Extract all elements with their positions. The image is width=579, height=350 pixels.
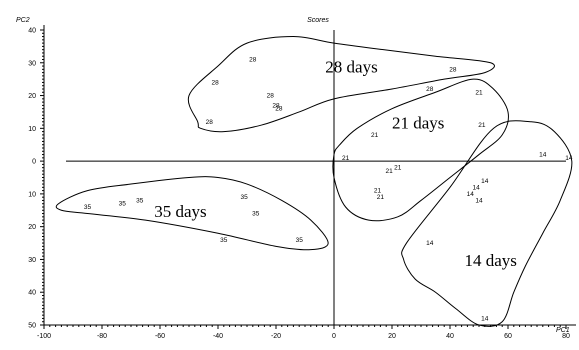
- y-tick-label: 10: [28, 126, 36, 133]
- score-point: 21: [374, 188, 382, 195]
- score-point: 21: [342, 155, 350, 162]
- score-point: 21: [385, 168, 393, 175]
- x-axis-ticks: -100 -80 -60 -40 -20 0 20 40 60 80: [37, 325, 570, 340]
- x-tick-label: -40: [213, 333, 223, 340]
- chart-title: Scores: [307, 17, 329, 24]
- score-point: 35: [296, 237, 304, 244]
- score-point: 28: [211, 79, 219, 86]
- y-tick-label: 20: [28, 224, 36, 231]
- score-point: 21: [371, 132, 379, 139]
- x-tick-label: 20: [388, 333, 396, 340]
- score-point: 21: [478, 122, 486, 129]
- score-point: 14: [467, 191, 475, 198]
- group-label: 14 days: [465, 251, 517, 270]
- score-point: 14: [481, 178, 489, 185]
- score-point: 35: [84, 204, 92, 211]
- y-tick-label: 10: [28, 191, 36, 198]
- score-point: 35: [136, 197, 144, 204]
- score-point: 14: [481, 315, 489, 322]
- group-outline: [55, 176, 329, 251]
- score-point: 28: [449, 66, 457, 73]
- score-point: 28: [267, 93, 275, 100]
- axes: [43, 25, 576, 326]
- score-point: 35: [220, 237, 228, 244]
- score-point: 28: [426, 86, 434, 93]
- x-tick-label: -20: [271, 333, 281, 340]
- y-tick-label: 40: [28, 290, 36, 297]
- score-point: 14: [565, 155, 573, 162]
- score-point: 35: [119, 201, 127, 208]
- x-tick-label: 40: [446, 333, 454, 340]
- x-tick-label: 60: [504, 333, 512, 340]
- y-tick-label: 30: [28, 60, 36, 67]
- x-tick-label: 0: [332, 333, 336, 340]
- score-point: 14: [475, 197, 483, 204]
- group-label: 35 days: [154, 202, 206, 221]
- group-outlines: [55, 36, 573, 327]
- y-tick-label: 50: [28, 323, 36, 330]
- y-tick-label: 0: [32, 159, 36, 166]
- y-tick-label: 40: [28, 28, 36, 35]
- score-point: 21: [377, 194, 385, 201]
- score-point: 28: [272, 102, 280, 109]
- y-tick-label: 30: [28, 257, 36, 264]
- y-axis-ticks: 40 30 20 10 0 10 20 30 40 50: [28, 28, 44, 330]
- x-tick-label: -80: [97, 333, 107, 340]
- group-label: 28 days: [325, 58, 377, 77]
- x-axis-label: PC1: [556, 327, 570, 334]
- score-point: 28: [275, 106, 283, 113]
- y-axis-label: PC2: [16, 17, 30, 24]
- group-label: 21 days: [392, 113, 444, 132]
- group-labels: 28 days 21 days 14 days 35 days: [154, 58, 517, 270]
- score-point: 14: [539, 152, 547, 159]
- group-outline: [401, 120, 573, 327]
- group-outline: [332, 78, 509, 222]
- score-point: 35: [240, 194, 248, 201]
- score-point: 14: [426, 240, 434, 247]
- x-tick-label: -100: [37, 333, 51, 340]
- group-outline: [187, 36, 495, 133]
- score-point: 14: [472, 184, 480, 191]
- score-point: 28: [206, 119, 214, 126]
- score-point: 21: [475, 89, 483, 96]
- x-tick-label: -60: [155, 333, 165, 340]
- x-tick-label: 80: [562, 333, 570, 340]
- score-point: 28: [249, 57, 257, 64]
- y-tick-label: 20: [28, 93, 36, 100]
- score-point: 21: [394, 165, 402, 172]
- score-point: 35: [252, 211, 260, 218]
